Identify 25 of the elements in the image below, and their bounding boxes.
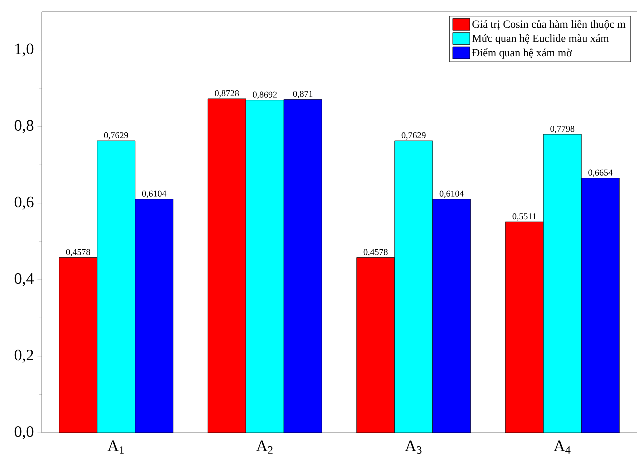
y-tick-label: 0,2 [14,350,34,363]
data-label: 0,6104 [142,190,167,198]
data-label: 0,5511 [512,214,536,221]
legend-label: Mức quan hệ Euclide màu xám [472,34,610,44]
data-label: 0,6104 [440,190,464,198]
data-label: 0,7629 [104,132,128,140]
data-label: 0,6654 [588,170,613,178]
data-label: 0,8728 [215,90,240,98]
x-tick-label: A$_{4}$ [554,440,571,454]
data-label: 0,4578 [66,249,90,257]
data-label: 0,8692 [253,92,277,100]
data-label: 0,871 [293,91,313,98]
data-label: 0,7629 [402,132,426,140]
y-tick-label: 0,6 [14,196,34,210]
y-tick-label: 1,0 [16,44,34,57]
y-tick-label: 0,0 [14,426,34,440]
y-tick-label: 0,4 [14,273,34,286]
legend-label: Giá trị Cosin của hàm liên thuộc m [472,20,626,30]
data-label: 0,4578 [364,249,388,257]
x-tick-label: A$_{2}$ [256,440,273,454]
legend-label: Điểm quan hệ xám mờ [472,48,572,59]
x-tick-label: A$_{3}$ [405,440,422,454]
data-label: 0,7798 [550,126,575,134]
y-tick-label: 0,8 [14,120,34,134]
x-tick-label: A$_{1}$ [108,440,124,454]
